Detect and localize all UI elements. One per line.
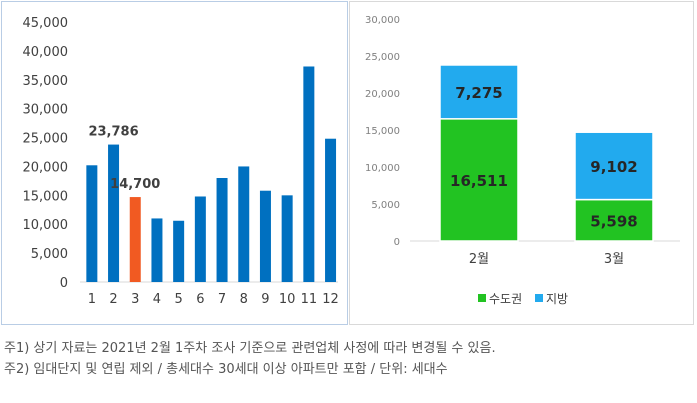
y-tick-label: 35,000 [23, 74, 69, 89]
x-tick-label: 10 [279, 292, 296, 307]
x-tick-label: 11 [301, 292, 318, 307]
segment-label: 7,275 [455, 84, 502, 102]
y-tick-label: 30,000 [365, 15, 400, 26]
monthly-supply-chart-panel: 0 5,000 10,000 15,000 20,000 25,000 30,000 35,0… [1, 1, 348, 325]
bar-month-2 [108, 144, 120, 282]
x-tick-label: 9 [261, 292, 269, 307]
y-tick-label: 5,000 [31, 247, 68, 262]
segment-label: 9,102 [590, 158, 637, 176]
monthly-supply-chart: 0 5,000 10,000 15,000 20,000 25,000 30,000 35,0… [23, 16, 339, 307]
y-tick-label: 15,000 [365, 126, 400, 137]
bar-month-4 [151, 218, 163, 282]
y-tick-label: 20,000 [23, 160, 69, 175]
bar-month-10 [281, 195, 293, 282]
x-tick-label: 7 [218, 292, 226, 307]
bar-month-5 [173, 220, 185, 282]
region-supply-chart-panel: 0 5,000 10,000 15,000 20,000 25,000 30,000 16,5… [349, 1, 694, 325]
y-tick-label: 20,000 [365, 89, 400, 100]
region-supply-chart: 0 5,000 10,000 15,000 20,000 25,000 30,000 16,5… [365, 15, 680, 306]
footnote-2: 주2) 임대단지 및 연립 제외 / 총세대수 30세대 이상 아파트만 포함 … [4, 362, 448, 377]
y-tick-label: 15,000 [23, 189, 69, 204]
bar-month-9 [259, 190, 271, 282]
bar-month-3 [129, 197, 141, 282]
y-tick-label: 30,000 [23, 103, 69, 118]
x-tick-label: 3월 [604, 252, 624, 267]
bar-2월-수도권 [439, 118, 519, 242]
x-tick-label: 4 [153, 292, 161, 307]
x-tick-label: 2 [109, 292, 117, 307]
y-tick-label: 45,000 [23, 16, 69, 31]
legend-label: 지방 [546, 292, 568, 306]
x-tick-label: 5 [175, 292, 183, 307]
bar-3월-지방 [574, 131, 654, 201]
y-tick-label: 5,000 [371, 200, 400, 211]
footnote-1: 주1) 상기 자료는 2021년 2월 1주차 조사 기준으로 관련업체 사정에… [4, 341, 496, 356]
y-tick-label: 0 [60, 276, 68, 291]
legend-swatch-수도권 [478, 294, 486, 302]
legend-swatch-지방 [535, 294, 543, 302]
data-label: 14,700 [110, 177, 160, 192]
bar-month-7 [216, 178, 228, 282]
bar-2월-지방 [439, 64, 519, 120]
segment-label: 5,598 [590, 212, 637, 230]
segment-label: 16,511 [450, 172, 508, 190]
footnotes: 주1) 상기 자료는 2021년 2월 1주차 조사 기준으로 관련업체 사정에… [4, 338, 694, 380]
x-tick-label: 2월 [469, 252, 489, 267]
y-tick-label: 40,000 [23, 45, 69, 60]
x-tick-label: 3 [131, 292, 139, 307]
bar-month-1 [86, 165, 98, 282]
x-tick-label: 8 [240, 292, 248, 307]
data-label: 23,786 [88, 125, 138, 140]
y-tick-label: 25,000 [365, 52, 400, 63]
y-tick-label: 10,000 [23, 218, 69, 233]
y-tick-label: 25,000 [23, 132, 69, 147]
y-tick-label: 0 [394, 237, 400, 248]
y-tick-label: 10,000 [365, 163, 400, 174]
bar-3월-수도권 [574, 198, 654, 242]
bar-month-6 [194, 196, 206, 282]
bar-month-8 [238, 166, 250, 282]
x-tick-label: 1 [88, 292, 96, 307]
bar-month-11 [303, 66, 315, 282]
x-tick-label: 6 [196, 292, 204, 307]
bar-month-12 [325, 138, 337, 282]
x-tick-label: 12 [322, 292, 339, 307]
legend-label: 수도권 [489, 292, 522, 306]
